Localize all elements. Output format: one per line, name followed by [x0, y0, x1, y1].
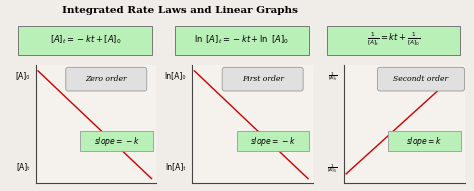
Text: Integrated Rate Laws and Linear Graphs: Integrated Rate Laws and Linear Graphs — [62, 6, 298, 15]
Text: $\frac{1}{[A]_t} = kt + \frac{1}{[A]_0}$: $\frac{1}{[A]_t} = kt + \frac{1}{[A]_0}$ — [366, 31, 420, 48]
FancyBboxPatch shape — [175, 26, 309, 55]
Text: $[A]_t = -kt + [A]_0$: $[A]_t = -kt + [A]_0$ — [50, 33, 121, 46]
FancyBboxPatch shape — [80, 131, 153, 151]
Text: ln[A]₀: ln[A]₀ — [164, 71, 186, 80]
FancyBboxPatch shape — [222, 67, 303, 91]
Text: $\ln\ [A]_t = -kt + \ln\ [A]_0$: $\ln\ [A]_t = -kt + \ln\ [A]_0$ — [194, 33, 289, 46]
FancyBboxPatch shape — [18, 26, 152, 55]
Text: ln[A]ₜ: ln[A]ₜ — [165, 162, 186, 171]
FancyBboxPatch shape — [237, 131, 309, 151]
Text: First order: First order — [242, 75, 283, 83]
FancyBboxPatch shape — [66, 67, 147, 91]
Text: $\frac{1}{[A]_0}$: $\frac{1}{[A]_0}$ — [327, 162, 337, 175]
Text: [A]₀: [A]₀ — [15, 71, 29, 80]
Text: $slope = k$: $slope = k$ — [407, 135, 443, 148]
Text: $slope = -k$: $slope = -k$ — [250, 135, 296, 148]
Text: [A]ₜ: [A]ₜ — [16, 162, 29, 171]
Text: Secondt order: Secondt order — [393, 75, 448, 83]
Text: $slope = -k$: $slope = -k$ — [94, 135, 139, 148]
Text: Zero order: Zero order — [85, 75, 127, 83]
FancyBboxPatch shape — [327, 26, 460, 55]
FancyBboxPatch shape — [388, 131, 461, 151]
FancyBboxPatch shape — [377, 67, 465, 91]
Text: $\frac{1}{[A]_t}$: $\frac{1}{[A]_t}$ — [328, 71, 337, 83]
